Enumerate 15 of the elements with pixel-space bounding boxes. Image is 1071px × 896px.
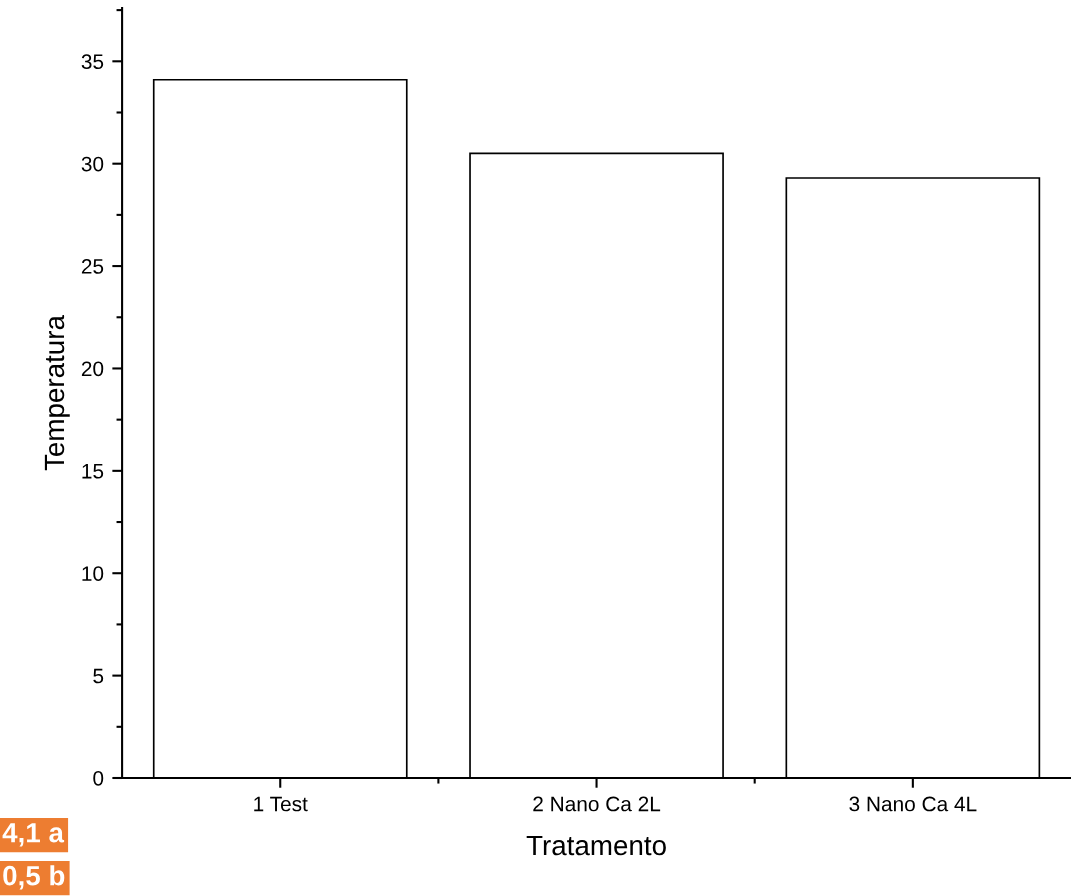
y-axis-title: Temperatura: [44, 315, 70, 471]
y-tick-label: 10: [82, 566, 104, 581]
y-tick-label: 0: [93, 771, 104, 786]
y-tick-label: 30: [81, 156, 104, 172]
text: 0,5 b: [3, 865, 65, 890]
y-tick-label: 5: [93, 668, 104, 684]
y-tick-label: 20: [81, 361, 104, 377]
x-tick-label: 1 Test: [254, 796, 308, 812]
x-tick-label: 2 Nano Ca 2L: [533, 796, 661, 812]
y-tick-label: 15: [82, 464, 104, 479]
y-tick-label: 35: [81, 54, 104, 70]
text: 4,1 a: [2, 823, 65, 847]
x-tick-label: 3 Nano Ca 4L: [849, 796, 977, 812]
x-axis-title: Tratamento: [526, 835, 666, 856]
y-tick-label: 25: [81, 259, 104, 274]
